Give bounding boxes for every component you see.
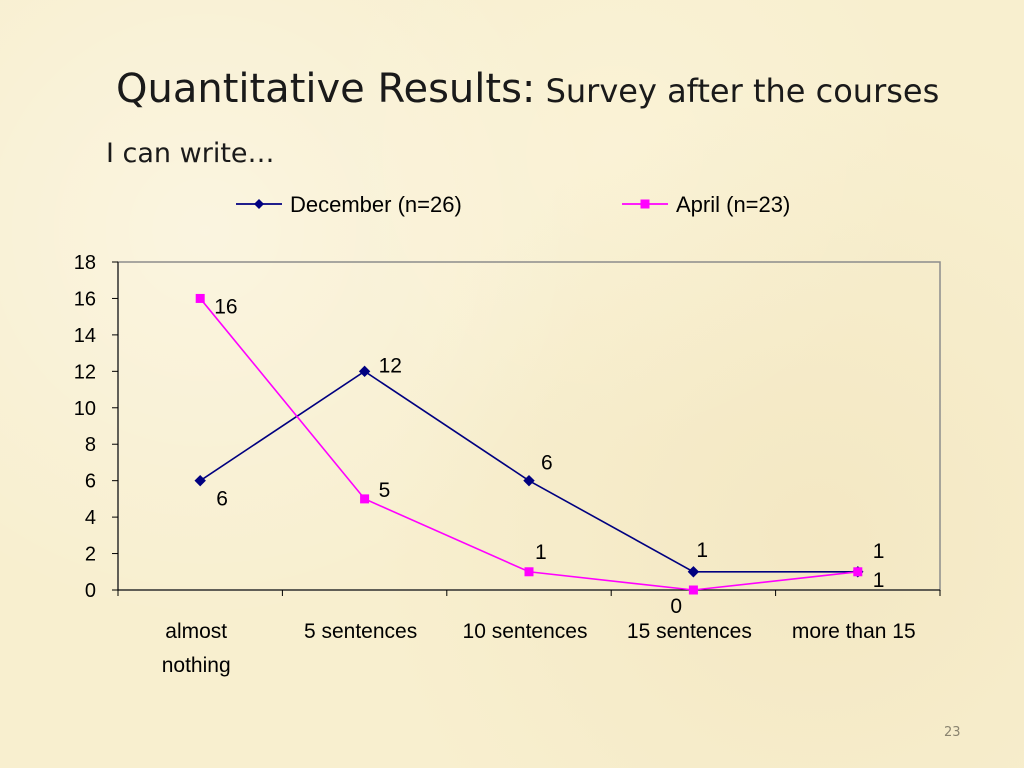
x-tick-label: 10 sentences	[463, 620, 588, 643]
data-label: 12	[379, 354, 402, 377]
legend-label: April (n=23)	[676, 192, 790, 217]
data-label: 1	[873, 569, 885, 592]
data-label: 6	[216, 488, 228, 511]
chart-subtitle: I can write…	[106, 138, 275, 169]
data-point-marker	[195, 293, 205, 303]
y-tick-label: 6	[85, 471, 96, 493]
plot-area	[117, 261, 941, 591]
x-tick-label: 5 sentences	[304, 620, 417, 643]
data-point-marker	[360, 494, 370, 504]
page-number: 23	[944, 725, 961, 740]
y-tick-label: 2	[85, 544, 96, 566]
y-tick-label: 16	[74, 288, 96, 310]
legend-marker	[640, 199, 650, 209]
slide-title-main: Quantitative Results:	[116, 66, 536, 112]
y-tick-label: 18	[74, 252, 96, 274]
slide-title: Quantitative Results: Survey after the c…	[116, 66, 939, 112]
y-tick-label: 0	[85, 580, 96, 602]
data-point-marker	[688, 585, 698, 595]
data-label: 1	[873, 540, 885, 563]
x-tick-label: 15 sentences	[627, 620, 752, 643]
series-line	[199, 370, 858, 573]
data-label: 16	[214, 295, 237, 318]
y-tick-label: 12	[74, 361, 96, 383]
legend-label: December (n=26)	[290, 192, 462, 217]
data-label: 1	[696, 539, 708, 562]
x-tick-label: nothing	[162, 654, 231, 677]
data-label: 5	[379, 479, 391, 502]
y-tick-label: 14	[74, 325, 96, 347]
data-point-marker	[194, 474, 206, 487]
data-point-marker	[687, 566, 700, 578]
y-tick-label: 8	[85, 434, 96, 456]
y-tick-label: 10	[74, 398, 96, 420]
x-tick-label: almost	[165, 620, 227, 643]
data-point-marker	[853, 567, 863, 577]
data-label: 0	[670, 595, 682, 618]
x-tick-label: more than 15	[792, 620, 916, 643]
data-label: 6	[541, 452, 553, 475]
series-line	[199, 297, 858, 591]
slide-title-sub: Survey after the courses	[535, 72, 940, 110]
data-point-marker	[524, 567, 534, 577]
data-point-marker	[358, 365, 371, 378]
y-tick-label: 4	[85, 507, 96, 529]
legend-marker	[254, 199, 264, 209]
data-label: 1	[535, 541, 547, 564]
data-point-marker	[523, 474, 535, 487]
